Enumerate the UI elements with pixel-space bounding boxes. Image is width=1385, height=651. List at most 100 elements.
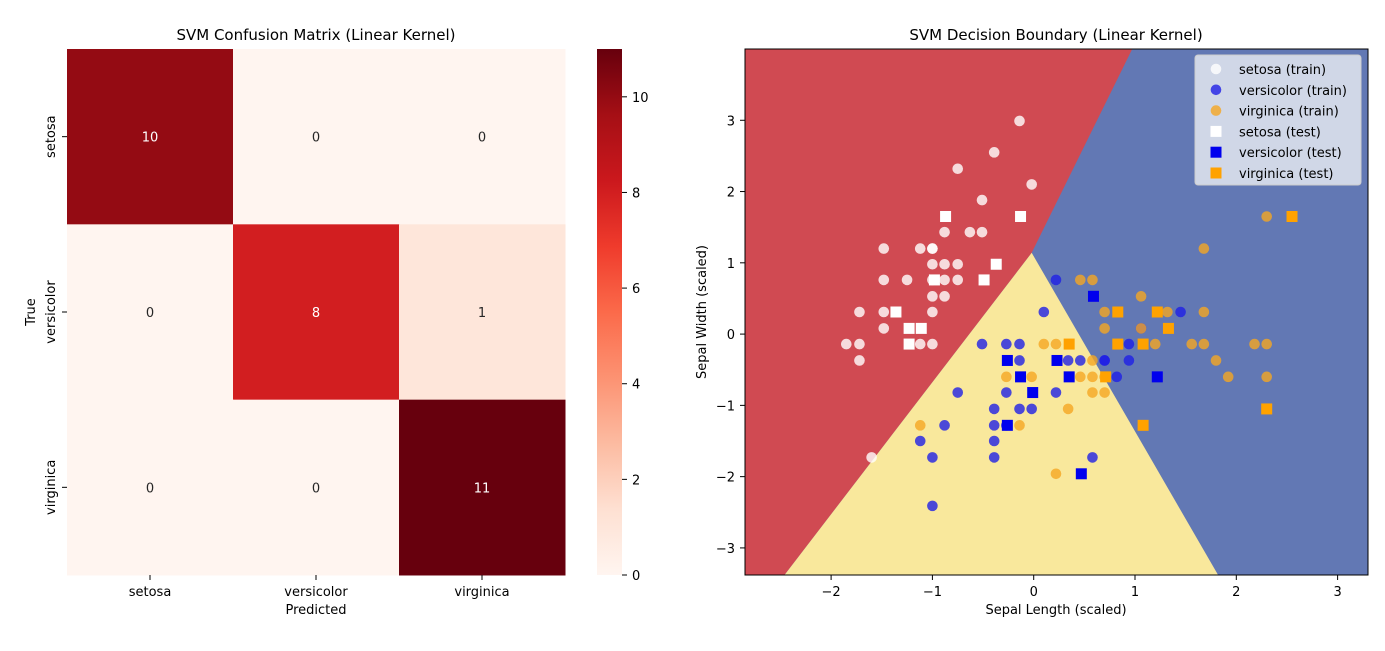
data-point [1261, 403, 1273, 415]
legend-marker [1210, 105, 1222, 116]
cm-cell [399, 399, 566, 576]
plot-frame [744, 48, 1369, 576]
colorbar-tick-label: 4 [632, 378, 640, 393]
region-versicolor [784, 252, 1219, 575]
db-y-tick-label: 3 [727, 114, 735, 129]
db-y-tick-label: 2 [727, 186, 735, 201]
db-x-tick-label: −1 [923, 585, 942, 600]
cm-cell [233, 49, 400, 225]
data-point [1062, 403, 1074, 415]
cm-cell-value: 11 [474, 481, 491, 496]
data-point [978, 274, 990, 286]
legend-label: virginica (test) [1239, 167, 1334, 182]
db-title: SVM Decision Boundary (Linear Kernel) [909, 26, 1202, 44]
data-point [1137, 338, 1149, 350]
data-point [939, 291, 950, 302]
data-point [1198, 338, 1210, 350]
data-point [878, 323, 890, 334]
data-point [927, 258, 938, 270]
data-point [1100, 371, 1112, 383]
data-point [988, 452, 1000, 463]
db-xlabel: Sepal Length (scaled) [985, 603, 1126, 618]
legend-marker [1210, 146, 1222, 158]
data-point [854, 338, 865, 350]
cm-cell [67, 399, 234, 576]
data-point [988, 435, 1000, 447]
data-point [939, 258, 950, 270]
db-y-tick-label: 1 [727, 257, 735, 272]
data-point [1050, 274, 1062, 286]
data-point [1222, 371, 1234, 383]
cm-cell [67, 224, 234, 401]
data-point [914, 435, 926, 447]
data-point [915, 322, 927, 334]
data-point [1015, 371, 1027, 383]
data-point [1014, 338, 1025, 350]
db-y-tick-label: −3 [716, 542, 735, 557]
cm-x-tick-label: versicolor [284, 585, 348, 600]
cm-cell-value: 0 [312, 481, 320, 496]
data-point [1210, 355, 1222, 366]
cm-x-tick-label: setosa [129, 585, 172, 600]
data-point [1261, 338, 1272, 350]
data-point [1175, 306, 1186, 318]
data-point [1112, 338, 1124, 350]
data-point [1014, 115, 1025, 127]
data-point [1087, 387, 1098, 398]
data-point [976, 226, 988, 238]
data-point [903, 322, 915, 334]
data-point [1026, 371, 1037, 383]
data-point [1027, 387, 1039, 399]
data-point [927, 291, 938, 302]
cm-cell-value: 0 [146, 306, 154, 321]
data-point [1111, 371, 1123, 383]
data-point [964, 226, 976, 238]
colorbar-tick-label: 0 [632, 569, 640, 584]
db-x-tick-label: −2 [822, 585, 841, 600]
cm-cell-value: 0 [146, 481, 154, 496]
legend-marker [1210, 63, 1222, 75]
colorbar [597, 49, 622, 575]
data-point [1099, 355, 1110, 366]
legend-items: setosa (train) versicolor (train) virginic… [1210, 63, 1347, 182]
colorbar-tick-label: 10 [632, 91, 649, 106]
data-point [939, 420, 950, 431]
data-point [927, 500, 938, 512]
legend-marker [1210, 84, 1222, 96]
data-point [1198, 243, 1210, 254]
data-point [890, 306, 902, 318]
cm-y-tick-label: setosa [44, 115, 59, 158]
data-point [952, 258, 964, 270]
data-point [927, 306, 938, 318]
data-point [1001, 338, 1012, 350]
db-y-tick-label: −1 [716, 399, 735, 414]
legend-label: versicolor (train) [1239, 84, 1347, 99]
confusion-matrix-panel: SVM Confusion Matrix (Linear Kernel) 10 0… [24, 26, 649, 618]
decision-boundary-panel: SVM Decision Boundary (Linear Kernel) −2… [695, 26, 1369, 618]
data-point [1063, 338, 1075, 350]
data-point [1186, 338, 1198, 350]
cm-y-tick-label: virginica [44, 460, 59, 515]
db-x-tick-label: 2 [1232, 585, 1240, 600]
legend-label: versicolor (test) [1239, 146, 1342, 161]
data-point [1162, 322, 1174, 334]
data-point [1151, 306, 1163, 318]
cm-cell-value: 1 [478, 306, 486, 321]
data-point [878, 306, 890, 318]
data-point [988, 403, 1000, 415]
data-point [1075, 274, 1086, 286]
data-point [939, 274, 950, 286]
data-point [1062, 355, 1074, 366]
data-point [1099, 387, 1110, 398]
cm-cell [233, 399, 400, 576]
data-point [1038, 338, 1050, 350]
cm-xlabel: Predicted [285, 603, 346, 618]
cm-cell [399, 49, 566, 225]
data-point [1087, 274, 1098, 286]
cm-cell-value: 10 [142, 131, 159, 146]
data-point [1001, 419, 1013, 431]
data-point [1075, 355, 1086, 366]
data-point [988, 420, 1000, 431]
data-point [1051, 354, 1063, 366]
